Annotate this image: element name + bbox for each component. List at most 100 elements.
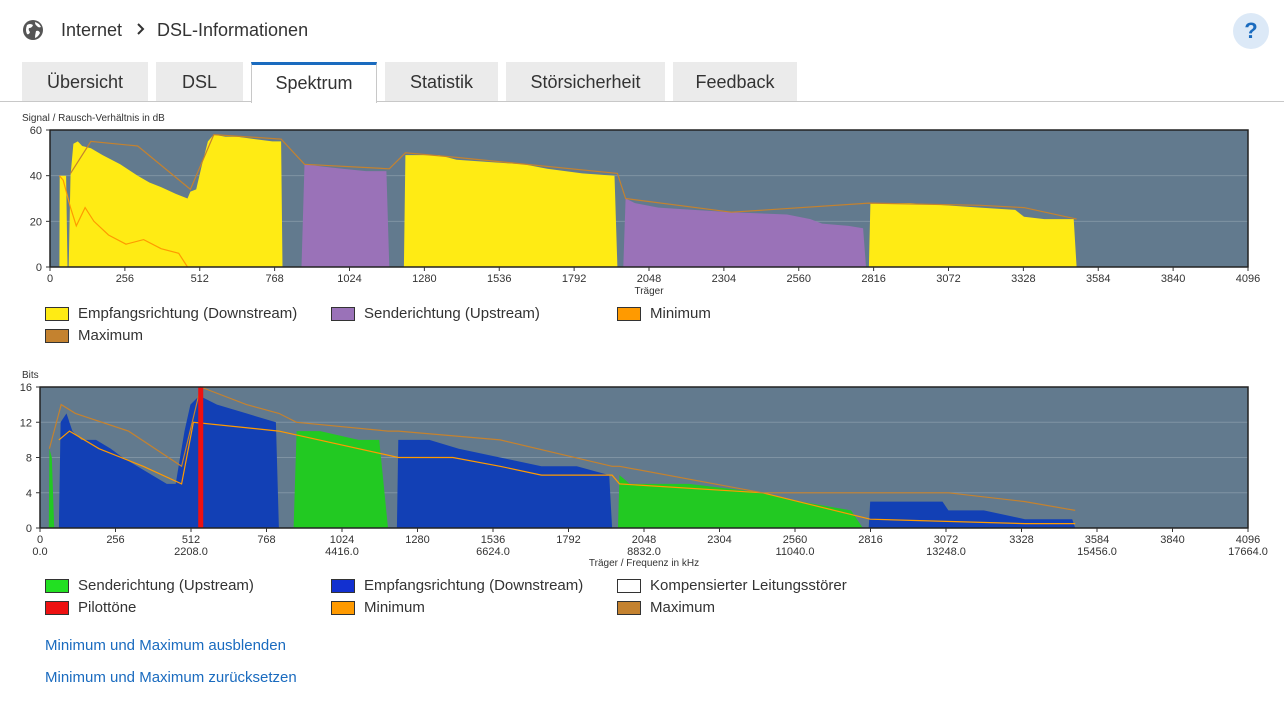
tab-bar: Übersicht DSL Spektrum Statistik Störsic… <box>0 62 1284 103</box>
y-tick-label: 20 <box>30 216 42 228</box>
help-button[interactable]: ? <box>1233 13 1269 49</box>
breadcrumb-internet[interactable]: Internet <box>61 20 123 40</box>
x-tick-label: 1536 <box>481 534 505 546</box>
x-tick-label: 3328 <box>1009 534 1033 546</box>
legend-swatch <box>45 307 69 321</box>
x-tick-label: 1280 <box>405 534 429 546</box>
legend-swatch <box>617 601 641 615</box>
tab-spektrum[interactable]: Spektrum <box>251 62 377 103</box>
x-tick-label: 2048 <box>632 534 656 546</box>
page-header: Internet DSL-Informationen ? <box>0 0 1284 60</box>
legend-label: Maximum <box>78 327 144 344</box>
tab-dsl[interactable]: DSL <box>156 62 243 101</box>
series-area <box>396 439 613 528</box>
frequency-tick-label: 13248.0 <box>926 546 966 558</box>
x-axis-label: Träger <box>634 286 664 297</box>
series-area <box>403 155 618 267</box>
x-tick-label: 768 <box>265 273 283 285</box>
legend-label: Kompensierter Leitungsstörer <box>650 577 847 594</box>
tab-statistik[interactable]: Statistik <box>385 62 498 101</box>
legend-label: Pilottöne <box>78 599 137 616</box>
x-tick-label: 1792 <box>556 534 580 546</box>
maximum-line <box>69 133 1077 220</box>
x-tick-label: 1280 <box>412 273 436 285</box>
frequency-tick-label: 8832.0 <box>627 546 661 558</box>
snr-legend: Empfangsrichtung (Downstream) Senderichtu… <box>45 304 945 348</box>
frequency-tick-label: 4416.0 <box>325 546 359 558</box>
legend-label: Empfangsrichtung (Downstream) <box>78 305 298 322</box>
bits-chart: Bits 0 4 8 12 16 0 256 512 768 1024 1280 1536 1792 204… <box>20 370 1268 569</box>
x-tick-label: 2048 <box>637 273 661 285</box>
tab-uebersicht[interactable]: Übersicht <box>22 62 148 101</box>
x-tick-label: 2816 <box>858 534 882 546</box>
x-tick-label: 1024 <box>337 273 361 285</box>
legend-swatch <box>45 579 69 593</box>
tab-feedback[interactable]: Feedback <box>673 62 797 101</box>
x-tick-label: 3840 <box>1161 273 1185 285</box>
breadcrumb-dsl-informationen: DSL-Informationen <box>157 20 309 40</box>
x-tick-label: 3584 <box>1085 534 1109 546</box>
legend-swatch <box>617 307 641 321</box>
y-tick-label: 4 <box>26 488 32 500</box>
minimum-line <box>58 175 189 268</box>
hide-minmax-link[interactable]: Minimum und Maximum ausblenden <box>45 637 286 654</box>
y-axis-label: Signal / Rausch-Verhältnis in dB <box>22 113 165 124</box>
legend-label: Minimum <box>364 599 425 616</box>
x-tick-label: 4096 <box>1236 273 1260 285</box>
series-area <box>868 203 1077 267</box>
series-area <box>301 164 390 267</box>
legend-swatch <box>331 307 355 321</box>
series-area <box>623 198 866 267</box>
legend-label: Senderichtung (Upstream) <box>78 577 254 594</box>
series-area <box>59 134 283 267</box>
series-area <box>868 501 1076 528</box>
x-tick-label: 0 <box>37 534 43 546</box>
legend-swatch <box>331 601 355 615</box>
x-tick-label: 3072 <box>934 534 958 546</box>
x-tick-label: 2816 <box>861 273 885 285</box>
frequency-tick-label: 6624.0 <box>476 546 510 558</box>
x-tick-label: 256 <box>106 534 124 546</box>
frequency-tick-label: 17664.0 <box>1228 546 1268 558</box>
x-tick-label: 1792 <box>562 273 586 285</box>
snr-chart: Signal / Rausch-Verhältnis in dB 0 20 40 60 0… <box>22 113 1260 297</box>
x-tick-label: 2304 <box>707 534 731 546</box>
x-tick-label: 2560 <box>787 273 811 285</box>
x-tick-label: 512 <box>191 273 209 285</box>
y-tick-label: 40 <box>30 171 42 183</box>
y-tick-label: 16 <box>20 382 32 394</box>
y-tick-label: 60 <box>30 125 42 137</box>
x-tick-label: 256 <box>116 273 134 285</box>
series-area <box>293 431 388 528</box>
y-tick-label: 0 <box>36 262 42 274</box>
chevron-right-icon <box>137 23 145 35</box>
pilot-tone-marker <box>198 387 204 528</box>
series-area <box>48 448 55 528</box>
frequency-tick-label: 15456.0 <box>1077 546 1117 558</box>
maximum-line <box>48 386 1076 511</box>
x-tick-label: 1024 <box>330 534 354 546</box>
bits-legend: Senderichtung (Upstream) Empfangsrichtung… <box>45 576 945 620</box>
legend-swatch <box>331 579 355 593</box>
x-axis-label: Träger / Frequenz in kHz <box>589 558 699 569</box>
frequency-tick-label: 2208.0 <box>174 546 208 558</box>
legend-swatch <box>45 601 69 615</box>
reset-minmax-link[interactable]: Minimum und Maximum zurücksetzen <box>45 669 297 686</box>
x-tick-label: 2560 <box>783 534 807 546</box>
minimum-line <box>58 421 1076 525</box>
x-tick-label: 3584 <box>1086 273 1110 285</box>
frequency-tick-label: 11040.0 <box>776 546 815 558</box>
y-axis-label: Bits <box>22 370 39 381</box>
legend-label: Senderichtung (Upstream) <box>364 305 540 322</box>
x-tick-label: 2304 <box>712 273 736 285</box>
y-tick-label: 0 <box>26 523 32 535</box>
legend-label: Empfangsrichtung (Downstream) <box>364 577 584 594</box>
frequency-tick-label: 0.0 <box>32 546 47 558</box>
x-tick-label: 4096 <box>1236 534 1260 546</box>
globe-icon <box>23 20 43 40</box>
x-tick-label: 1536 <box>487 273 511 285</box>
legend-label: Maximum <box>650 599 716 616</box>
y-tick-label: 8 <box>26 453 32 465</box>
tab-stoersicherheit[interactable]: Störsicherheit <box>506 62 665 101</box>
series-area <box>58 395 279 528</box>
